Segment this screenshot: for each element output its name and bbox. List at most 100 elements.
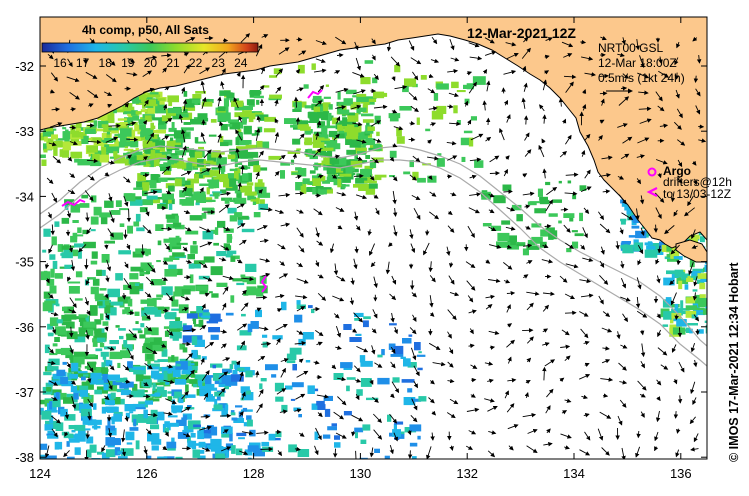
current-arrow xyxy=(469,328,474,335)
sst-patch xyxy=(130,199,143,206)
sst-patch xyxy=(137,330,143,334)
sst-patch xyxy=(314,431,319,440)
sst-patch xyxy=(242,276,254,283)
sst-patch xyxy=(330,143,341,150)
sst-patch xyxy=(86,354,96,358)
sst-patch xyxy=(337,109,350,115)
sst-patch xyxy=(298,120,309,128)
current-arrow xyxy=(161,165,171,175)
sst-patch xyxy=(190,118,202,125)
current-arrow xyxy=(52,156,62,164)
sst-patch xyxy=(235,405,243,408)
sst-patch xyxy=(110,301,124,306)
current-arrow xyxy=(260,66,265,75)
current-arrow xyxy=(602,346,610,351)
current-arrow xyxy=(203,392,209,400)
current-arrow xyxy=(87,398,94,408)
sst-patch xyxy=(367,97,377,102)
sst-patch xyxy=(693,310,705,316)
sst-patch xyxy=(323,96,331,99)
current-arrow xyxy=(50,224,55,236)
sst-patch xyxy=(234,112,246,118)
sst-patch xyxy=(360,169,372,178)
sst-patch xyxy=(123,340,128,348)
sst-patch xyxy=(171,437,175,444)
sst-patch xyxy=(159,164,172,168)
current-arrow xyxy=(183,209,191,215)
current-arrow xyxy=(695,88,701,97)
current-arrow xyxy=(636,178,641,185)
sst-patch xyxy=(242,407,248,412)
sst-patch xyxy=(179,343,186,350)
sst-patch xyxy=(69,249,79,257)
current-arrow xyxy=(526,260,533,265)
colorbar-tick-label: 19 xyxy=(121,56,135,70)
sst-patch xyxy=(290,159,295,165)
current-arrow xyxy=(371,328,377,334)
sst-patch xyxy=(74,335,86,343)
current-arrow xyxy=(488,193,495,198)
current-arrow xyxy=(504,155,510,161)
sst-patch xyxy=(360,77,371,85)
sst-patch xyxy=(286,353,297,360)
sst-patch xyxy=(144,306,157,315)
sst-patch xyxy=(63,397,74,404)
current-arrow xyxy=(296,278,309,284)
current-arrow xyxy=(256,115,261,123)
sst-patch xyxy=(172,370,181,378)
isobath-2000m xyxy=(40,157,707,367)
current-arrow xyxy=(542,79,548,91)
sst-patch xyxy=(548,213,558,217)
sst-patch xyxy=(101,124,109,128)
sst-patch xyxy=(77,227,82,234)
sst-patch xyxy=(152,135,158,139)
sst-patch xyxy=(572,241,579,249)
sst-patch xyxy=(237,215,249,220)
sst-patch xyxy=(304,129,313,134)
sst-patch xyxy=(113,151,118,157)
sst-patch xyxy=(61,252,73,259)
sst-patch xyxy=(355,432,358,439)
sst-patch xyxy=(55,392,60,402)
sst-patch xyxy=(401,379,415,383)
current-arrow xyxy=(581,394,588,400)
sst-patch xyxy=(539,196,548,201)
current-arrow xyxy=(45,278,50,284)
sst-patch xyxy=(104,144,110,153)
current-arrow xyxy=(162,67,167,73)
sst-patch xyxy=(214,196,219,199)
sst-patch xyxy=(527,201,537,206)
current-arrow xyxy=(599,260,605,268)
sst-patch xyxy=(389,323,397,326)
current-arrow xyxy=(235,360,241,366)
sst-patch xyxy=(364,180,377,184)
current-arrow xyxy=(428,106,438,111)
current-arrow xyxy=(335,345,342,350)
current-arrow xyxy=(412,71,419,81)
sst-patch xyxy=(74,447,81,455)
current-arrow xyxy=(620,153,630,160)
sst-patch xyxy=(166,441,177,449)
sst-patch xyxy=(119,122,128,127)
sst-patch xyxy=(142,140,153,147)
current-arrow xyxy=(51,428,58,438)
sst-patch xyxy=(90,420,94,425)
current-arrow xyxy=(46,177,54,185)
sst-patch xyxy=(663,311,672,320)
current-arrow xyxy=(335,87,349,93)
current-arrow xyxy=(126,72,138,77)
sst-patch xyxy=(226,234,232,243)
current-arrow xyxy=(180,296,191,301)
current-arrow xyxy=(316,394,329,399)
current-arrow xyxy=(485,259,491,264)
sst-patch xyxy=(326,165,340,174)
current-arrow xyxy=(639,55,645,68)
sst-patch xyxy=(138,119,146,125)
sst-patch xyxy=(275,396,284,402)
sst-patch xyxy=(86,145,98,153)
sst-patch xyxy=(201,356,207,360)
current-arrow xyxy=(336,191,347,197)
current-arrow xyxy=(669,279,675,286)
sst-patch xyxy=(126,309,134,315)
sst-patch xyxy=(73,370,82,377)
